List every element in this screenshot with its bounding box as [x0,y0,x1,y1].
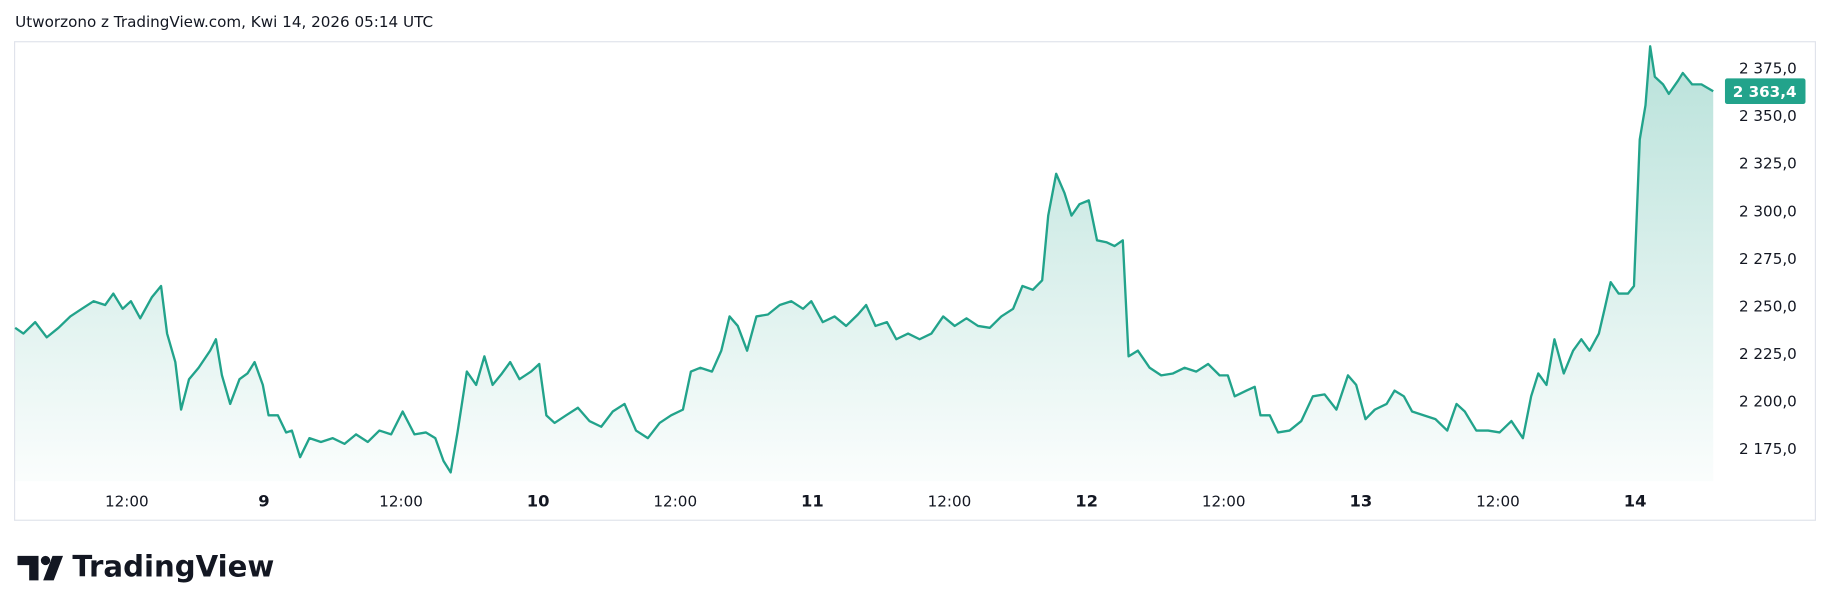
x-tick-label: 13 [1349,492,1372,511]
y-tick-label: 2 350,0 [1739,107,1797,125]
y-tick-label: 2 300,0 [1739,202,1797,220]
x-tick-label: 12:00 [1476,493,1520,511]
brand-name: TradingView [72,550,274,584]
y-tick-label: 2 250,0 [1739,297,1797,315]
x-tick-label: 12:00 [928,493,972,511]
last-price-label: 2 363,4 [1733,83,1797,101]
logo-glyph [40,555,51,566]
logo-glyph [43,555,64,581]
logo-glyph [17,555,39,581]
x-tick-label: 12 [1075,492,1098,511]
y-tick-label: 2 225,0 [1739,345,1797,363]
x-tick-label: 10 [527,492,550,511]
area-fill [15,46,1714,482]
x-tick-label: 14 [1624,492,1647,511]
header-text: Utworzono z TradingView.com, Kwi 14, 202… [15,13,433,31]
x-tick-label: 12:00 [1202,493,1246,511]
x-tick-label: 12:00 [379,493,423,511]
last-price-badge [1724,78,1806,105]
x-tick-label: 9 [258,492,269,511]
x-tick-label: 11 [801,492,824,511]
y-tick-label: 2 200,0 [1739,393,1797,411]
plot-area: 2 175,0 2 200,0 2 225,0 2 250,0 2 275,0 2 300… [14,45,1806,511]
y-tick-label: 2 375,0 [1739,60,1797,78]
x-tick-label: 12:00 [105,493,149,511]
y-tick-label: 2 325,0 [1739,155,1797,173]
chart-frame [14,41,1816,521]
x-tick-label: 12:00 [653,493,697,511]
brand-logo [17,555,64,581]
y-tick-label: 2 175,0 [1739,440,1797,458]
y-tick-label: 2 275,0 [1739,250,1797,268]
price-line [14,45,1714,474]
